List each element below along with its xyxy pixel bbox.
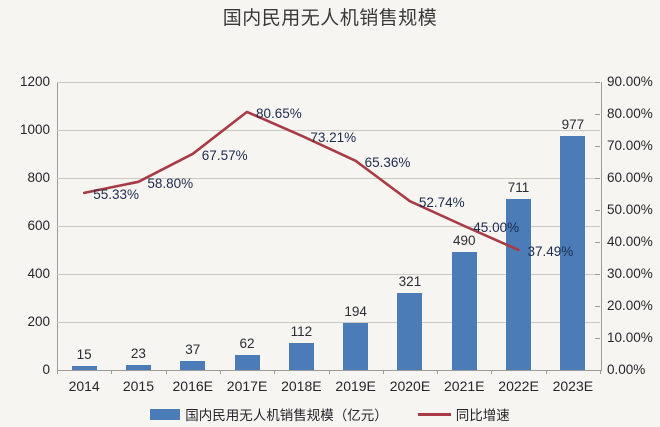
bar-value-label: 62 — [239, 336, 255, 352]
growth-value-label: 73.21% — [310, 129, 357, 145]
bar-value-label: 977 — [561, 116, 585, 132]
right-axis-tick — [595, 242, 600, 243]
growth-value-label: 55.33% — [93, 186, 139, 202]
x-axis-tick — [111, 370, 113, 374]
growth-value-label: 45.00% — [473, 220, 520, 235]
gridline — [57, 274, 600, 275]
x-axis-label: 2016E — [172, 378, 213, 394]
x-axis-label: 2023E — [552, 378, 594, 394]
y-axis-label: 800 — [27, 170, 50, 185]
growth-value-label: 58.80% — [147, 175, 194, 191]
y-axis-label: 400 — [27, 266, 50, 281]
y-axis-label: 1200 — [19, 74, 50, 89]
secondary-axis-label: 70.00% — [607, 138, 653, 153]
right-axis-tick — [595, 178, 600, 179]
bar-2021E — [451, 252, 477, 370]
x-axis-tick — [437, 370, 439, 374]
bar-2017E — [234, 355, 260, 370]
x-axis-label: 2020E — [389, 378, 431, 394]
legend-line-label: 同比增速 — [455, 408, 510, 423]
x-axis-label: 2022E — [498, 378, 539, 394]
secondary-axis-label: 60.00% — [607, 170, 653, 185]
secondary-axis-label: 80.00% — [607, 106, 653, 121]
legend-item-growth: 同比增速 — [417, 404, 510, 424]
x-axis-tick — [165, 370, 167, 374]
secondary-axis-label: 30.00% — [607, 266, 653, 281]
x-axis-tick — [545, 370, 547, 374]
bar-2023E — [560, 135, 586, 370]
bar-value-label: 23 — [130, 345, 146, 361]
x-axis-tick — [219, 370, 221, 374]
bar-value-label: 112 — [290, 324, 313, 340]
growth-value-label: 67.57% — [201, 147, 248, 163]
right-axis-tick — [595, 274, 600, 275]
secondary-axis-label: 0.00% — [607, 362, 646, 377]
bar-value-label: 194 — [344, 304, 367, 320]
growth-value-label: 52.74% — [418, 195, 465, 211]
right-axis-tick — [595, 338, 600, 339]
bar-value-label: 15 — [76, 347, 92, 363]
chart-title: 国内民用无人机销售规模 — [222, 8, 438, 29]
secondary-axis-label: 10.00% — [607, 330, 653, 345]
legend-bar-swatch — [150, 408, 181, 420]
legend-line-swatch — [417, 412, 451, 416]
legend: 国内民用无人机销售规模（亿元） 同比增速 — [0, 404, 660, 424]
x-axis-label: 2018E — [281, 378, 322, 394]
x-axis-tick — [600, 370, 601, 374]
secondary-axis-label: 20.00% — [607, 298, 653, 313]
bar-value-label: 711 — [507, 180, 530, 196]
legend-bar-label: 国内民用无人机销售规模（亿元） — [185, 408, 388, 423]
y-axis-label: 1000 — [19, 122, 50, 137]
secondary-axis-label: 90.00% — [607, 74, 653, 89]
bar-value-label: 321 — [398, 274, 422, 289]
x-axis-tick — [382, 370, 384, 374]
bar-2019E — [343, 323, 369, 370]
y-axis-label: 0 — [42, 362, 50, 377]
x-axis-label: 2021E — [444, 378, 485, 394]
y-axis-label: 600 — [27, 218, 50, 233]
x-axis-tick — [57, 370, 58, 374]
growth-value-label: 37.49% — [527, 244, 574, 259]
secondary-axis-label: 40.00% — [607, 234, 653, 249]
gridline — [57, 82, 600, 83]
right-axis-tick — [595, 82, 600, 83]
right-axis-tick — [595, 306, 600, 307]
legend-item-sales: 国内民用无人机销售规模（亿元） — [150, 404, 388, 424]
bar-value-label: 37 — [185, 342, 201, 358]
bar-2018E — [288, 343, 314, 370]
bar-2016E — [180, 361, 206, 370]
x-axis-tick — [491, 370, 493, 374]
growth-value-label: 80.65% — [256, 105, 302, 121]
x-axis-tick — [328, 370, 330, 374]
x-axis-label: 2014 — [68, 378, 100, 394]
x-axis-label: 2015 — [122, 378, 155, 394]
right-axis-tick — [595, 210, 600, 211]
x-axis-label: 2017E — [226, 378, 268, 394]
bar-2020E — [397, 293, 423, 370]
right-axis-tick — [595, 114, 600, 115]
x-axis-tick — [274, 370, 276, 374]
x-axis-label: 2019E — [335, 378, 376, 394]
right-axis-tick — [595, 146, 600, 147]
growth-value-label: 65.36% — [364, 154, 411, 170]
secondary-axis-label: 50.00% — [607, 202, 653, 217]
bar-2015 — [125, 364, 151, 370]
y-axis-label: 200 — [27, 314, 50, 329]
gridline — [57, 322, 600, 323]
bar-2014 — [71, 366, 97, 370]
